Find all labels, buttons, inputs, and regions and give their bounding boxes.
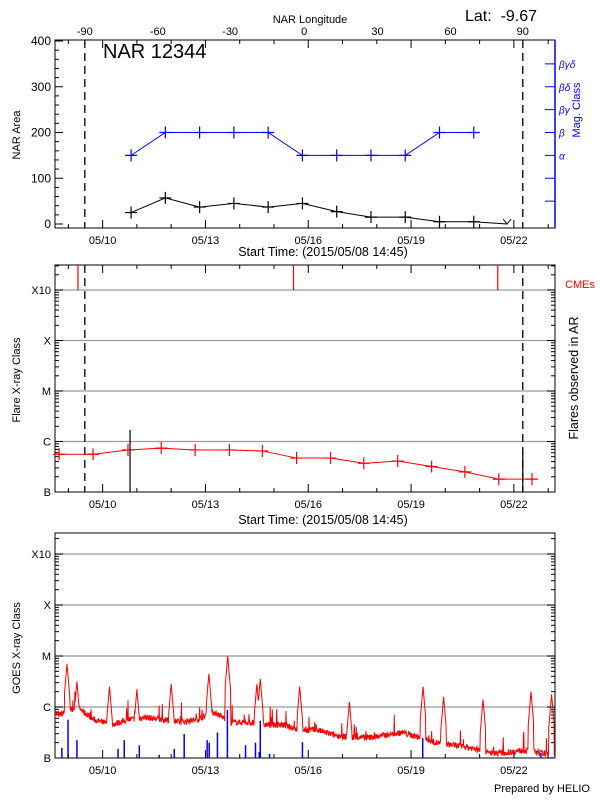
y-tick-label-M: M	[42, 386, 51, 398]
area-point	[193, 201, 206, 214]
y-tick-label-0: 0	[44, 217, 51, 231]
x-tick-label-05/13: 05/13	[192, 765, 220, 777]
longitude-tick-label: 90	[517, 26, 529, 38]
longitude-tick-label: -90	[77, 26, 93, 38]
flare-background-point	[324, 452, 337, 465]
area-point	[502, 218, 512, 225]
y-tick-label-300: 300	[31, 80, 51, 94]
panel-frame-2	[54, 264, 556, 493]
y-tick-label-B: B	[44, 753, 51, 765]
y-tick-label-X10: X10	[31, 549, 51, 561]
mag-class-point	[193, 126, 206, 139]
longitude-tick-label: -60	[150, 26, 166, 38]
flare-background-point	[391, 455, 404, 468]
y-tick-label-X10: X10	[31, 285, 51, 297]
mag-class-point	[159, 126, 172, 139]
panel2-y-label: Flare X-ray Class	[11, 337, 23, 422]
area-point	[364, 211, 377, 224]
x-tick-label-05/22: 05/22	[500, 235, 528, 247]
region-title: NAR 12344	[103, 41, 206, 63]
footer-credit: Prepared by HELIO	[494, 783, 590, 795]
top-axis-title: NAR Longitude	[273, 14, 348, 26]
y-tick-label-X: X	[44, 600, 52, 612]
y-tick-label-100: 100	[31, 171, 51, 185]
x-tick-label-05/10: 05/10	[89, 765, 117, 777]
mag-class-point	[296, 149, 309, 162]
flare-background-point	[223, 443, 236, 456]
area-point	[296, 197, 309, 210]
panel1-x-label: Start Time: (2015/05/08 14:45)	[238, 245, 408, 259]
y-tick-label-X: X	[44, 336, 52, 348]
flare-background-point	[121, 443, 134, 456]
panel-frame-3	[54, 532, 556, 759]
x-tick-label-05/16: 05/16	[294, 499, 322, 511]
y-tick-label-400: 400	[31, 34, 51, 48]
y-tick-label-C: C	[43, 437, 51, 449]
y-tick-label-B: B	[44, 487, 51, 499]
flare-background-point	[87, 448, 100, 461]
mag-class-point	[433, 126, 446, 139]
x-tick-label-05/19: 05/19	[397, 765, 425, 777]
panel1-y2-label: Mag. Class	[571, 82, 583, 138]
x-tick-label-05/16: 05/16	[294, 235, 322, 247]
x-tick-label-05/10: 05/10	[89, 499, 117, 511]
area-point	[227, 197, 240, 210]
panel-frame-1	[54, 39, 556, 229]
area-point	[330, 205, 343, 218]
flare-background-point	[290, 452, 303, 465]
longitude-tick-label: 60	[444, 26, 456, 38]
y-tick-label-C: C	[43, 702, 51, 714]
x-tick-label-05/22: 05/22	[500, 765, 528, 777]
longitude-tick-label: 0	[301, 26, 307, 38]
mag-class-point	[227, 126, 240, 139]
cme-label: CMEs	[565, 279, 595, 291]
flare-background-point	[189, 443, 202, 456]
area-point	[262, 201, 275, 214]
x-tick-label-05/22: 05/22	[500, 499, 528, 511]
panel3-y-label: GOES X-ray Class	[11, 602, 23, 694]
area-line	[473, 221, 508, 225]
goes-long-channel-line	[54, 655, 556, 758]
mag-class-label: βδ	[558, 83, 571, 94]
flare-background-point	[357, 457, 370, 470]
flare-background-point	[425, 460, 438, 473]
panel2-x-label: Start Time: (2015/05/08 14:45)	[238, 513, 408, 527]
flare-background-point	[492, 473, 505, 486]
x-tick-label-05/19: 05/19	[397, 499, 425, 511]
area-point	[433, 215, 446, 228]
y-tick-label-200: 200	[31, 126, 51, 140]
mag-class-point	[399, 149, 412, 162]
y-tick-label-M: M	[42, 651, 51, 663]
flare-background-point	[53, 448, 66, 461]
mag-class-point	[364, 149, 377, 162]
panel1-y-label: NAR Area	[11, 110, 23, 160]
mag-class-label: α	[559, 151, 565, 162]
flare-background-point	[256, 444, 269, 457]
flare-background-point	[458, 465, 471, 478]
mag-class-point	[262, 126, 275, 139]
mag-class-label: βγδ	[558, 60, 576, 71]
panel2-y2-label: Flares observed in AR	[567, 317, 581, 440]
mag-class-label: βγ	[558, 106, 571, 117]
mag-class-point	[330, 149, 343, 162]
area-point	[399, 211, 412, 224]
x-tick-label-05/16: 05/16	[294, 765, 322, 777]
area-point	[159, 191, 172, 204]
x-tick-label-05/19: 05/19	[397, 235, 425, 247]
mag-class-point	[467, 126, 480, 139]
latitude-label: Lat: -9.67	[465, 8, 537, 25]
x-tick-label-05/13: 05/13	[192, 499, 220, 511]
x-tick-label-05/13: 05/13	[192, 235, 220, 247]
mag-class-label: β	[558, 129, 565, 140]
mag-class-point	[125, 149, 138, 162]
x-tick-label-05/10: 05/10	[89, 235, 117, 247]
flare-background-point	[526, 473, 539, 486]
area-point	[125, 206, 138, 219]
longitude-tick-label: -30	[222, 26, 238, 38]
flare-background-point	[155, 442, 168, 455]
longitude-tick-label: 30	[371, 26, 383, 38]
